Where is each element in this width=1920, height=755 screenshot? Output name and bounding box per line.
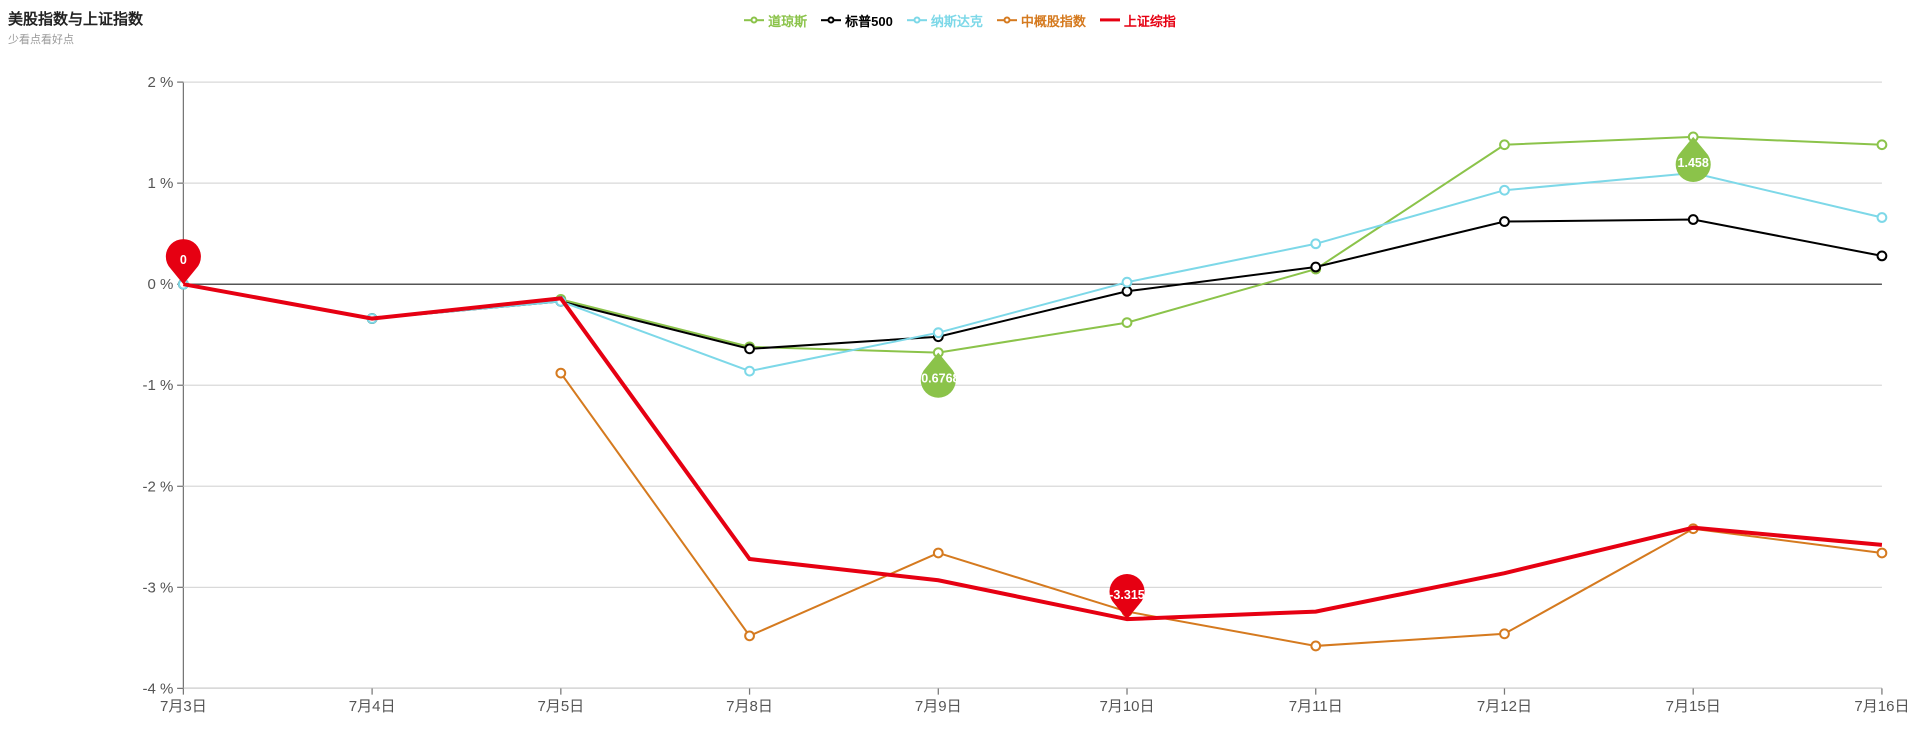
- series-marker-dow: [1123, 318, 1132, 327]
- chart-container: 美股指数与上证指数 少看点看好点 道琼斯标普500纳斯达克中概股指数上证综指 -…: [8, 8, 1912, 733]
- chart-legend: 道琼斯 标普500 纳斯达克 中概股指数 上证综指: [8, 8, 1912, 32]
- series-marker-china_adr: [934, 549, 943, 558]
- svg-text:7月4日: 7月4日: [349, 698, 396, 715]
- legend-marker-icon: [1100, 14, 1120, 26]
- chart-plot: -4 % -3 % -2 % -1 % 0 % 1 % 2 % 7月3日 7月4日 7月5日 7月8…: [8, 32, 1912, 733]
- series-marker-nasdaq: [745, 367, 754, 376]
- series-line-sse: [183, 284, 1882, 619]
- legend-item-china_adr[interactable]: 中概股指数: [997, 11, 1086, 30]
- series-marker-china_adr: [745, 631, 754, 640]
- legend-marker-icon: [744, 14, 764, 26]
- series-marker-sp500: [1878, 252, 1887, 261]
- svg-text:7月10日: 7月10日: [1099, 698, 1154, 715]
- series-line-dow: [183, 137, 1882, 353]
- svg-text:7月9日: 7月9日: [915, 698, 962, 715]
- legend-label: 上证综指: [1124, 11, 1176, 30]
- series-marker-dow: [1878, 140, 1887, 149]
- series-marker-nasdaq: [1500, 186, 1509, 195]
- series-marker-sp500: [1311, 263, 1320, 272]
- svg-text:-2 %: -2 %: [142, 478, 173, 495]
- series-marker-nasdaq: [1123, 278, 1132, 287]
- series-marker-sp500: [1123, 287, 1132, 296]
- legend-marker-icon: [997, 14, 1017, 26]
- svg-text:7月5日: 7月5日: [537, 698, 584, 715]
- legend-label: 中概股指数: [1021, 11, 1086, 30]
- svg-text:2 %: 2 %: [147, 74, 173, 91]
- svg-text:0: 0: [180, 253, 187, 267]
- legend-item-dow[interactable]: 道琼斯: [744, 11, 807, 30]
- svg-text:1.458: 1.458: [1678, 156, 1709, 170]
- legend-item-sp500[interactable]: 标普500: [821, 11, 893, 30]
- series-line-nasdaq: [183, 173, 1882, 371]
- svg-text:7月15日: 7月15日: [1666, 698, 1721, 715]
- series-marker-nasdaq: [934, 328, 943, 337]
- series-marker-china_adr: [556, 369, 565, 378]
- legend-marker-icon: [821, 14, 841, 26]
- svg-text:7月12日: 7月12日: [1477, 698, 1532, 715]
- svg-text:7月3日: 7月3日: [160, 698, 207, 715]
- legend-item-sse[interactable]: 上证综指: [1100, 11, 1176, 30]
- legend-label: 标普500: [845, 11, 893, 30]
- data-label-pin: 1.458: [1676, 137, 1711, 182]
- series-marker-nasdaq: [1311, 239, 1320, 248]
- data-label-pin: -3.315: [1109, 574, 1145, 619]
- series-line-china_adr: [561, 373, 1882, 646]
- series-marker-china_adr: [1500, 629, 1509, 638]
- svg-text:-3.315: -3.315: [1109, 588, 1145, 602]
- svg-text:7月16日: 7月16日: [1854, 698, 1909, 715]
- series-marker-nasdaq: [1878, 213, 1887, 222]
- svg-text:-1 %: -1 %: [142, 377, 173, 394]
- legend-label: 道琼斯: [768, 11, 807, 30]
- chart-title: 美股指数与上证指数: [8, 8, 143, 29]
- series-marker-dow: [1500, 140, 1509, 149]
- data-label-pin: -0.6768: [917, 353, 959, 398]
- series-marker-sp500: [1500, 217, 1509, 226]
- svg-text:-0.6768: -0.6768: [917, 372, 959, 386]
- series-marker-china_adr: [1311, 642, 1320, 651]
- svg-text:-3 %: -3 %: [142, 579, 173, 596]
- svg-text:0 %: 0 %: [147, 276, 173, 293]
- chart-svg: -4 % -3 % -2 % -1 % 0 % 1 % 2 % 7月3日 7月4日 7月5日 7月8…: [8, 32, 1912, 733]
- legend-item-nasdaq[interactable]: 纳斯达克: [907, 11, 983, 30]
- svg-text:7月11日: 7月11日: [1289, 698, 1343, 715]
- svg-text:7月8日: 7月8日: [726, 698, 773, 715]
- svg-text:1 %: 1 %: [147, 175, 173, 192]
- series-marker-china_adr: [1878, 549, 1887, 558]
- legend-label: 纳斯达克: [931, 11, 983, 30]
- legend-marker-icon: [907, 14, 927, 26]
- series-marker-sp500: [745, 344, 754, 353]
- series-marker-sp500: [1689, 215, 1698, 224]
- svg-text:-4 %: -4 %: [142, 680, 173, 697]
